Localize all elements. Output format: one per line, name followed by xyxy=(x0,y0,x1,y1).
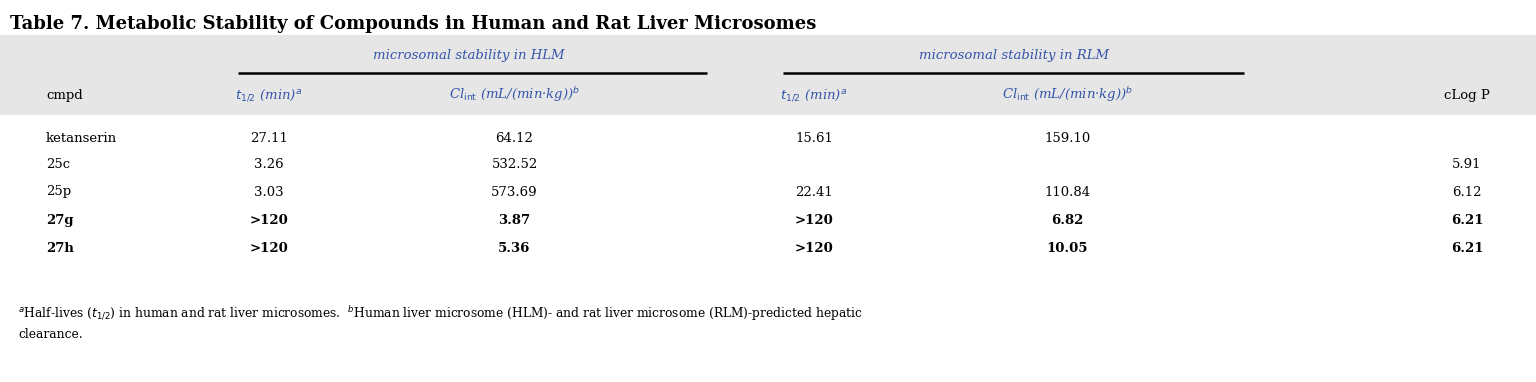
Text: cLog P: cLog P xyxy=(1444,89,1490,102)
Text: 25p: 25p xyxy=(46,186,71,199)
Text: 6.12: 6.12 xyxy=(1452,186,1482,199)
Text: >120: >120 xyxy=(249,241,289,254)
Text: 27.11: 27.11 xyxy=(250,131,287,144)
Text: 3.26: 3.26 xyxy=(253,159,284,172)
Text: 159.10: 159.10 xyxy=(1044,131,1091,144)
Text: $t_{1/2}$ (min)$^{a}$: $t_{1/2}$ (min)$^{a}$ xyxy=(235,87,303,103)
Text: 27g: 27g xyxy=(46,214,74,227)
Bar xyxy=(0,35,1536,115)
Text: 5.91: 5.91 xyxy=(1452,159,1482,172)
Text: 6.82: 6.82 xyxy=(1051,214,1084,227)
Text: clearance.: clearance. xyxy=(18,328,83,341)
Text: 25c: 25c xyxy=(46,159,71,172)
Text: 532.52: 532.52 xyxy=(492,159,538,172)
Text: Table 7. Metabolic Stability of Compounds in Human and Rat Liver Microsomes: Table 7. Metabolic Stability of Compound… xyxy=(11,15,816,33)
Text: 6.21: 6.21 xyxy=(1450,241,1484,254)
Text: 3.87: 3.87 xyxy=(499,214,530,227)
Text: 27h: 27h xyxy=(46,241,74,254)
Text: 64.12: 64.12 xyxy=(496,131,533,144)
Text: 10.05: 10.05 xyxy=(1046,241,1089,254)
Text: $^{a}$Half-lives ($t_{1/2}$) in human and rat liver microsomes.  $^{b}$Human liv: $^{a}$Half-lives ($t_{1/2}$) in human an… xyxy=(18,305,863,324)
Text: Cl$_{\rm int}$ (mL/(min·kg))$^{b}$: Cl$_{\rm int}$ (mL/(min·kg))$^{b}$ xyxy=(1001,86,1134,104)
Text: 3.03: 3.03 xyxy=(253,186,284,199)
Text: Cl$_{\rm int}$ (mL/(min·kg))$^{b}$: Cl$_{\rm int}$ (mL/(min·kg))$^{b}$ xyxy=(449,86,581,104)
Text: 6.21: 6.21 xyxy=(1450,214,1484,227)
Text: 5.36: 5.36 xyxy=(498,241,531,254)
Text: cmpd: cmpd xyxy=(46,89,83,102)
Text: microsomal stability in HLM: microsomal stability in HLM xyxy=(373,49,564,62)
Text: 110.84: 110.84 xyxy=(1044,186,1091,199)
Text: >120: >120 xyxy=(794,214,834,227)
Text: 22.41: 22.41 xyxy=(796,186,833,199)
Text: $t_{1/2}$ (min)$^{a}$: $t_{1/2}$ (min)$^{a}$ xyxy=(780,87,848,103)
Text: 15.61: 15.61 xyxy=(796,131,833,144)
Text: >120: >120 xyxy=(249,214,289,227)
Text: ketanserin: ketanserin xyxy=(46,131,117,144)
Text: 573.69: 573.69 xyxy=(492,186,538,199)
Text: microsomal stability in RLM: microsomal stability in RLM xyxy=(919,49,1109,62)
Text: >120: >120 xyxy=(794,241,834,254)
